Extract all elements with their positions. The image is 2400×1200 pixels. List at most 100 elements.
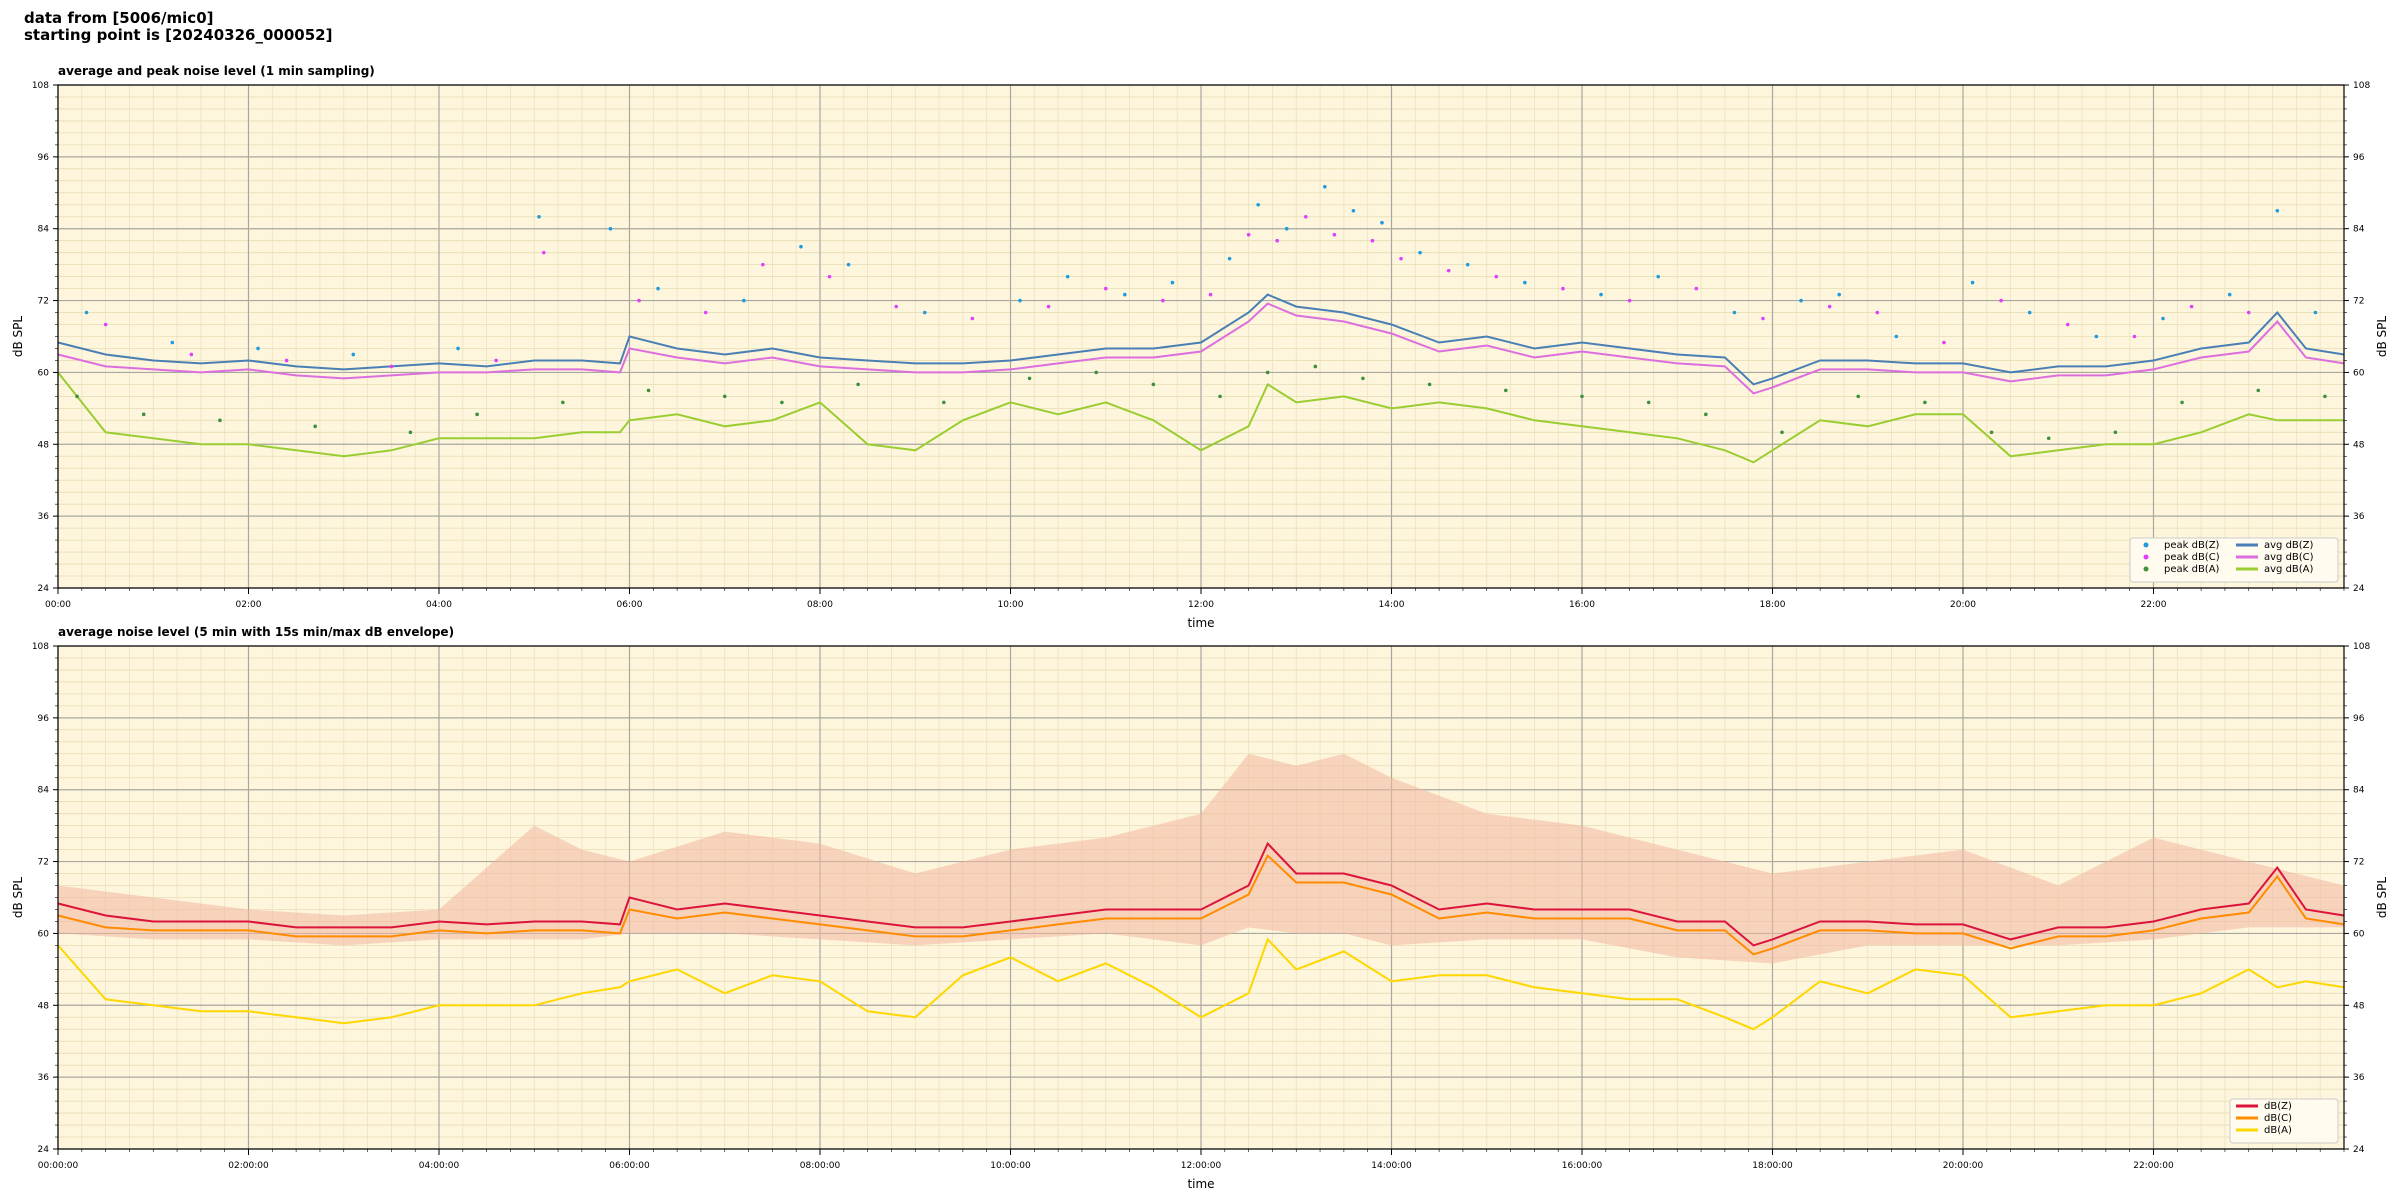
starting-point-label: starting point is [20240326_000052] — [24, 26, 333, 44]
series-point-peak-db-z — [1123, 292, 1127, 297]
y-tick-label-right: 60 — [2353, 368, 2365, 378]
y-tick-label-right: 84 — [2353, 225, 2365, 235]
series-point-peak-db-a — [942, 400, 946, 405]
series-point-peak-db-z — [1284, 226, 1289, 231]
series-point-peak-db-c — [1561, 286, 1565, 291]
legend-marker-dot — [2143, 566, 2149, 572]
series-point-peak-db-a — [1265, 370, 1270, 375]
x-tick-label: 16:00 — [1569, 600, 1595, 610]
series-point-peak-db-c — [2189, 304, 2194, 309]
page-header: data from [5006/mic0] starting point is … — [24, 10, 332, 44]
series-point-peak-db-c — [827, 274, 832, 279]
series-point-peak-db-c — [2065, 322, 2070, 327]
series-point-peak-db-a — [2180, 400, 2184, 405]
legend-marker-dot — [2143, 542, 2149, 548]
chart-title: average noise level (5 min with 15s min/… — [58, 625, 454, 639]
series-point-peak-db-c — [1399, 256, 1403, 261]
series-point-peak-db-c — [1942, 340, 1946, 345]
y-tick-label-left: 48 — [38, 1001, 50, 1011]
series-point-peak-db-c — [703, 310, 708, 315]
x-tick-label: 04:00 — [426, 600, 452, 610]
y-tick-label-left: 24 — [38, 1145, 50, 1155]
y-tick-label-left: 84 — [38, 225, 50, 235]
legend-label: avg dB(C) — [2264, 552, 2314, 563]
series-point-peak-db-a — [141, 412, 146, 417]
series-point-peak-db-c — [1875, 310, 1880, 315]
series-point-peak-db-z — [2094, 334, 2099, 339]
series-point-peak-db-z — [2313, 310, 2318, 315]
series-point-peak-db-z — [456, 346, 460, 351]
series-point-peak-db-z — [2027, 310, 2032, 315]
y-axis-label-left: dB SPL — [11, 877, 25, 919]
series-point-peak-db-a — [75, 394, 79, 399]
series-point-peak-db-c — [761, 262, 765, 267]
y-tick-label-right: 108 — [2353, 81, 2370, 91]
legend-label: peak dB(Z) — [2164, 540, 2220, 551]
y-axis-label-right: dB SPL — [2375, 316, 2389, 358]
series-point-peak-db-c — [637, 298, 641, 303]
x-tick-label: 02:00 — [236, 600, 262, 610]
series-point-peak-db-c — [1627, 298, 1632, 303]
series-point-peak-db-z — [742, 298, 746, 303]
series-point-peak-db-a — [561, 400, 565, 405]
series-point-peak-db-c — [1246, 232, 1251, 237]
series-point-peak-db-c — [894, 304, 898, 309]
series-point-peak-db-z — [2275, 208, 2280, 213]
series-point-peak-db-a — [1151, 382, 1156, 387]
series-point-peak-db-z — [84, 310, 89, 315]
x-tick-label: 04:00:00 — [419, 1161, 460, 1171]
y-tick-label-right: 36 — [2353, 1073, 2365, 1083]
y-tick-label-right: 24 — [2353, 584, 2365, 594]
series-point-peak-db-z — [1599, 292, 1603, 297]
series-point-peak-db-c — [970, 316, 975, 321]
series-point-peak-db-c — [1370, 238, 1375, 243]
legend: dB(Z)dB(C)dB(A) — [2229, 1098, 2339, 1144]
series-point-peak-db-a — [2113, 430, 2118, 435]
series-point-peak-db-z — [1732, 310, 1737, 315]
series-point-peak-db-z — [1170, 280, 1175, 285]
x-tick-label: 12:00 — [1188, 600, 1214, 610]
series-point-peak-db-a — [1094, 370, 1099, 375]
series-point-peak-db-a — [1780, 430, 1784, 435]
series-point-peak-db-a — [780, 400, 784, 405]
series-point-peak-db-c — [1161, 298, 1165, 303]
series-point-peak-db-a — [1856, 394, 1861, 399]
x-tick-label: 10:00 — [998, 600, 1024, 610]
series-point-peak-db-c — [1208, 292, 1213, 297]
series-point-peak-db-z — [799, 244, 803, 249]
series-point-peak-db-c — [1827, 304, 1832, 309]
series-line-avg-db-a — [57, 371, 2344, 464]
y-tick-label-right: 96 — [2353, 714, 2365, 724]
y-tick-label-right: 48 — [2353, 440, 2365, 450]
chart-panel-envelope: 24 24 36 36 48 48 60 60 72 72 84 84 96 96 108 108 00:00:… — [11, 625, 2389, 1191]
series-point-peak-db-z — [1018, 298, 1022, 303]
chart-panel-peak-average: 24 24 36 36 48 48 60 60 72 72 84 84 96 96 108 108 00:00 0… — [11, 64, 2389, 630]
series-line-db-a — [57, 937, 2345, 1031]
y-tick-label-left: 60 — [38, 368, 50, 378]
y-tick-label-left: 96 — [38, 714, 50, 724]
legend-label: peak dB(A) — [2164, 564, 2220, 575]
series-point-peak-db-c — [1275, 238, 1279, 243]
x-tick-label: 20:00:00 — [1943, 1161, 1984, 1171]
y-tick-label-left: 72 — [38, 858, 49, 868]
y-tick-label-left: 72 — [38, 297, 49, 307]
y-tick-label-left: 36 — [38, 1073, 50, 1083]
y-tick-label-left: 60 — [38, 929, 50, 939]
series-point-peak-db-z — [1799, 298, 1803, 303]
y-tick-label-left: 24 — [38, 584, 50, 594]
x-tick-label: 12:00:00 — [1181, 1161, 1222, 1171]
series-point-peak-db-z — [537, 214, 541, 219]
legend-label: peak dB(C) — [2164, 552, 2220, 563]
series-point-peak-db-c — [541, 250, 546, 255]
y-tick-label-right: 48 — [2353, 1001, 2365, 1011]
x-tick-label: 02:00:00 — [228, 1161, 269, 1171]
y-tick-label-right: 96 — [2353, 153, 2365, 163]
series-point-peak-db-c — [284, 358, 289, 363]
y-tick-label-left: 48 — [38, 440, 50, 450]
series-point-peak-db-z — [1418, 250, 1422, 255]
series-point-peak-db-z — [1894, 334, 1899, 339]
series-point-peak-db-c — [494, 358, 498, 363]
series-point-peak-db-z — [608, 226, 613, 231]
y-tick-label-left: 36 — [38, 512, 50, 522]
series-point-peak-db-a — [1427, 382, 1432, 387]
